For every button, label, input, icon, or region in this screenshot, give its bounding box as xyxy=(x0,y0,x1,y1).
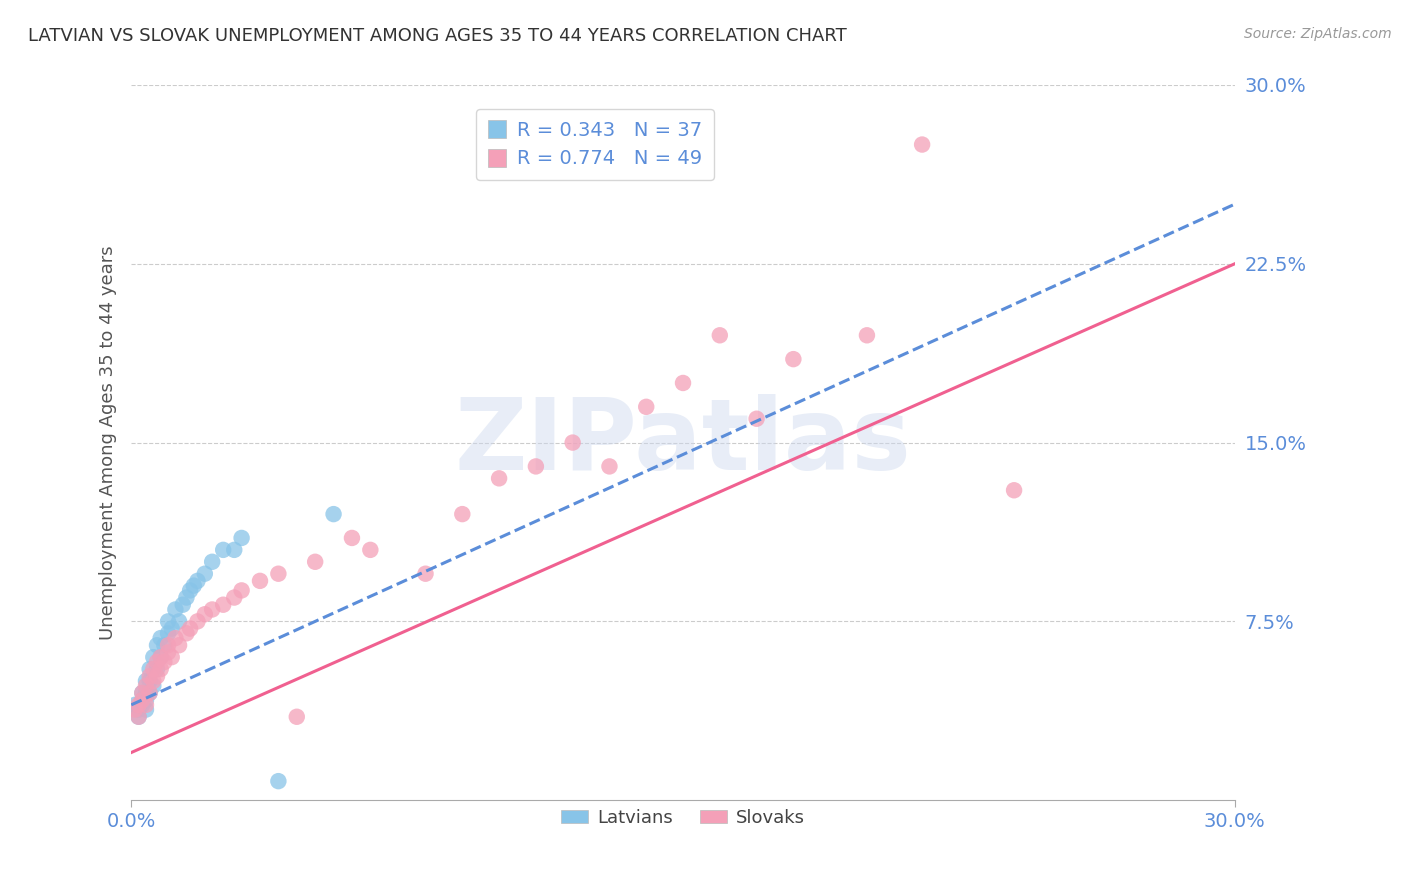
Point xyxy=(224,542,246,557)
Point xyxy=(745,411,768,425)
Point xyxy=(157,645,180,659)
Point xyxy=(138,686,160,700)
Point xyxy=(598,459,620,474)
Point xyxy=(135,703,157,717)
Point xyxy=(172,598,194,612)
Point xyxy=(160,650,183,665)
Point xyxy=(153,638,176,652)
Point xyxy=(135,698,157,712)
Point xyxy=(340,531,363,545)
Legend: Latvians, Slovaks: Latvians, Slovaks xyxy=(554,802,813,834)
Point xyxy=(124,698,146,712)
Point xyxy=(179,622,201,636)
Point xyxy=(304,555,326,569)
Point xyxy=(131,686,153,700)
Point xyxy=(142,673,165,688)
Point xyxy=(128,698,150,712)
Point xyxy=(165,631,187,645)
Point xyxy=(153,655,176,669)
Point xyxy=(157,638,180,652)
Point xyxy=(231,531,253,545)
Point xyxy=(142,650,165,665)
Point xyxy=(149,631,172,645)
Point xyxy=(194,566,217,581)
Point xyxy=(212,598,235,612)
Point xyxy=(146,638,169,652)
Point xyxy=(146,662,169,676)
Point xyxy=(911,137,934,152)
Point xyxy=(201,602,224,616)
Point xyxy=(224,591,246,605)
Point xyxy=(488,471,510,485)
Point xyxy=(128,710,150,724)
Point xyxy=(1002,483,1025,498)
Point xyxy=(183,579,205,593)
Point xyxy=(142,679,165,693)
Point xyxy=(359,542,381,557)
Point xyxy=(135,686,157,700)
Point xyxy=(149,650,172,665)
Point xyxy=(285,710,308,724)
Point xyxy=(672,376,695,390)
Point xyxy=(131,698,153,712)
Point xyxy=(194,607,217,622)
Point xyxy=(167,615,190,629)
Point xyxy=(131,693,153,707)
Point xyxy=(709,328,731,343)
Point xyxy=(138,673,160,688)
Point xyxy=(176,591,198,605)
Point xyxy=(322,507,344,521)
Point xyxy=(149,650,172,665)
Point xyxy=(131,693,153,707)
Text: Source: ZipAtlas.com: Source: ZipAtlas.com xyxy=(1244,27,1392,41)
Text: LATVIAN VS SLOVAK UNEMPLOYMENT AMONG AGES 35 TO 44 YEARS CORRELATION CHART: LATVIAN VS SLOVAK UNEMPLOYMENT AMONG AGE… xyxy=(28,27,846,45)
Point xyxy=(128,703,150,717)
Point xyxy=(782,352,804,367)
Point xyxy=(176,626,198,640)
Point xyxy=(249,574,271,588)
Point xyxy=(267,566,290,581)
Point xyxy=(135,673,157,688)
Point xyxy=(856,328,879,343)
Point xyxy=(149,662,172,676)
Point xyxy=(131,686,153,700)
Point xyxy=(636,400,658,414)
Point xyxy=(231,583,253,598)
Point xyxy=(524,459,547,474)
Point xyxy=(138,662,160,676)
Point xyxy=(157,615,180,629)
Point xyxy=(146,669,169,683)
Point xyxy=(267,774,290,789)
Point xyxy=(142,662,165,676)
Point xyxy=(138,669,160,683)
Point xyxy=(451,507,474,521)
Point xyxy=(561,435,583,450)
Point xyxy=(201,555,224,569)
Point xyxy=(186,574,208,588)
Point xyxy=(124,703,146,717)
Point xyxy=(212,542,235,557)
Text: ZIPatlas: ZIPatlas xyxy=(454,394,911,491)
Point xyxy=(167,638,190,652)
Point xyxy=(165,602,187,616)
Point xyxy=(128,710,150,724)
Point xyxy=(135,679,157,693)
Point xyxy=(160,622,183,636)
Point xyxy=(146,655,169,669)
Point xyxy=(179,583,201,598)
Point xyxy=(138,686,160,700)
Y-axis label: Unemployment Among Ages 35 to 44 years: Unemployment Among Ages 35 to 44 years xyxy=(100,245,117,640)
Point xyxy=(415,566,437,581)
Point xyxy=(186,615,208,629)
Point xyxy=(157,626,180,640)
Point xyxy=(135,693,157,707)
